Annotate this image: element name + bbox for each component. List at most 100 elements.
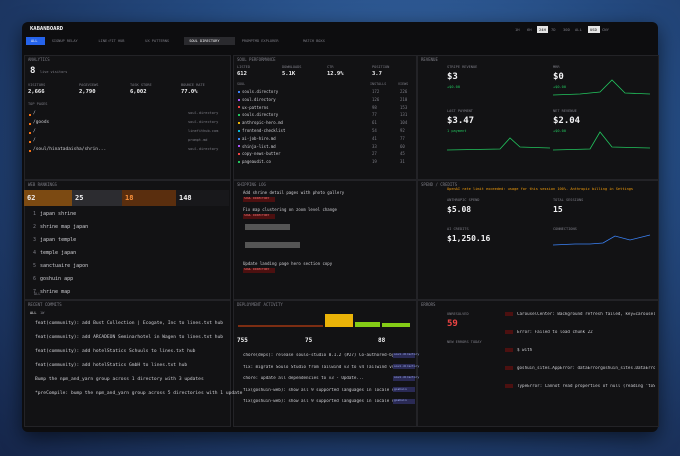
label: STRIPE REVENUE bbox=[447, 65, 478, 69]
tabs[interactable]: ALL bbox=[30, 311, 37, 315]
error-badge bbox=[505, 366, 513, 370]
label: CONNECTIONS bbox=[553, 227, 577, 231]
rows: copy-news-butter bbox=[242, 151, 281, 157]
tabs[interactable]: ALL bbox=[31, 38, 38, 43]
activity-bar bbox=[238, 325, 323, 327]
title: KABANBOARD bbox=[30, 26, 64, 32]
tag bbox=[243, 213, 275, 219]
live: 8 bbox=[30, 66, 36, 76]
value: $1,250.16 bbox=[447, 234, 491, 243]
unresolved-label: UNRESOLVED bbox=[447, 312, 469, 316]
tag: soul-directory bbox=[394, 352, 420, 357]
rows: 172 bbox=[372, 89, 380, 94]
keyword: temple japan bbox=[40, 250, 77, 256]
tag bbox=[243, 196, 275, 202]
blurred bbox=[245, 224, 290, 230]
keyword: shrine map japan bbox=[40, 224, 89, 230]
page-dot bbox=[29, 131, 31, 134]
ranges[interactable]: 7D bbox=[551, 27, 556, 32]
blurred bbox=[245, 242, 300, 248]
tabs[interactable]: PROMPTMD EXPLORER bbox=[241, 38, 279, 43]
tag bbox=[393, 387, 415, 392]
rows: 77 bbox=[400, 135, 405, 141]
page-dot bbox=[29, 140, 31, 143]
tabs[interactable]: LINE:FIT HUB bbox=[98, 38, 125, 43]
text: chore: update all dependencies to v3 - U… bbox=[243, 376, 365, 380]
soul-dot bbox=[238, 114, 240, 117]
tabs[interactable]: 1W bbox=[40, 311, 45, 315]
rows: 92 bbox=[400, 128, 405, 133]
ranges[interactable]: 24H bbox=[539, 27, 546, 32]
tag: soul-directory bbox=[394, 375, 420, 380]
host: soul.directory bbox=[188, 111, 219, 115]
ranges[interactable]: 6H bbox=[527, 27, 532, 32]
rank-metric bbox=[122, 190, 176, 206]
label: TOTAL SESSIONS bbox=[553, 198, 584, 202]
ranges[interactable]: 30D bbox=[563, 27, 570, 32]
value: 3.7 bbox=[372, 71, 382, 77]
currencies[interactable]: CNY bbox=[602, 27, 609, 32]
path: / bbox=[33, 129, 36, 134]
tabs[interactable]: MATCH BOXX bbox=[303, 38, 325, 43]
text: chore(deps): release soulo-studio 0.1.2 … bbox=[243, 353, 393, 357]
sparkline bbox=[446, 137, 551, 151]
ranges[interactable]: ALL bbox=[575, 27, 582, 32]
error-badge bbox=[505, 348, 513, 352]
delta: +$0.00 bbox=[553, 85, 566, 89]
value: 5.1K bbox=[282, 71, 296, 77]
rows: 60 bbox=[400, 143, 405, 149]
rows: anthropic-hero.md bbox=[242, 120, 283, 126]
items: feat(community): add ARCADEON Seminarhot… bbox=[35, 335, 224, 340]
value: $3 bbox=[447, 72, 458, 82]
rows: 54 bbox=[372, 128, 377, 133]
rows: 210 bbox=[400, 96, 408, 102]
value: $2.04 bbox=[553, 116, 581, 126]
rows: 77 bbox=[372, 112, 377, 118]
value: 15 bbox=[553, 205, 563, 214]
rows: 41 bbox=[372, 135, 377, 141]
items: goshuin_sites.AppError: dataErrorgoshuin… bbox=[517, 366, 655, 370]
rows: 45 bbox=[400, 151, 405, 157]
sparkline bbox=[552, 131, 651, 151]
label: TASK STORE bbox=[130, 83, 152, 87]
items: feat(community): add hotelStatics GmbH t… bbox=[35, 363, 188, 368]
rows: 104 bbox=[400, 120, 408, 126]
rows: 98 bbox=[372, 104, 377, 110]
soul-dot bbox=[238, 122, 240, 124]
columns: VIEWS bbox=[398, 82, 409, 86]
items: feat(community): add Bust Collection | E… bbox=[35, 321, 224, 326]
soul-dot bbox=[238, 90, 240, 93]
label: LAST PAYMENT bbox=[447, 109, 473, 113]
sparkline bbox=[552, 79, 651, 96]
soul-panel bbox=[233, 55, 417, 180]
label: CTR bbox=[327, 65, 334, 69]
title: SHIPPING LOG bbox=[237, 182, 266, 187]
rows: 61 bbox=[372, 120, 377, 126]
host: soul.directory bbox=[188, 120, 219, 124]
currencies[interactable]: USD bbox=[590, 27, 597, 32]
tabs[interactable]: SIGNUP RELAY bbox=[51, 38, 78, 43]
filter[interactable]: ALL bbox=[34, 292, 41, 296]
rank: 4 bbox=[33, 250, 37, 256]
tabs[interactable]: UX PATTERNS bbox=[145, 38, 170, 43]
label: AI CREDITS bbox=[447, 227, 469, 231]
tag bbox=[393, 375, 415, 381]
tabs[interactable]: SOUL DIRECTORY bbox=[189, 38, 220, 43]
pages-title: TOP PAGES bbox=[28, 102, 48, 106]
tag: SOUL DIRECTORY bbox=[244, 267, 270, 272]
value: $5.08 bbox=[447, 205, 472, 214]
path: / bbox=[33, 138, 36, 143]
path: /goods bbox=[33, 120, 50, 125]
page-dot bbox=[29, 122, 31, 125]
soul-dot bbox=[238, 153, 240, 156]
label: NET REVENUE bbox=[553, 109, 577, 113]
items: CarouselCenter: Background refresh faile… bbox=[517, 312, 655, 316]
ranges[interactable]: 1H bbox=[515, 27, 520, 32]
columns: SOUL bbox=[237, 82, 246, 86]
banner: OpenAI rate limit exceeded: usage for th… bbox=[447, 187, 634, 191]
keyword: japan temple bbox=[40, 237, 77, 243]
rows: 153 bbox=[400, 104, 408, 110]
rows: 19 bbox=[372, 159, 377, 165]
rank: 1 bbox=[33, 211, 37, 217]
